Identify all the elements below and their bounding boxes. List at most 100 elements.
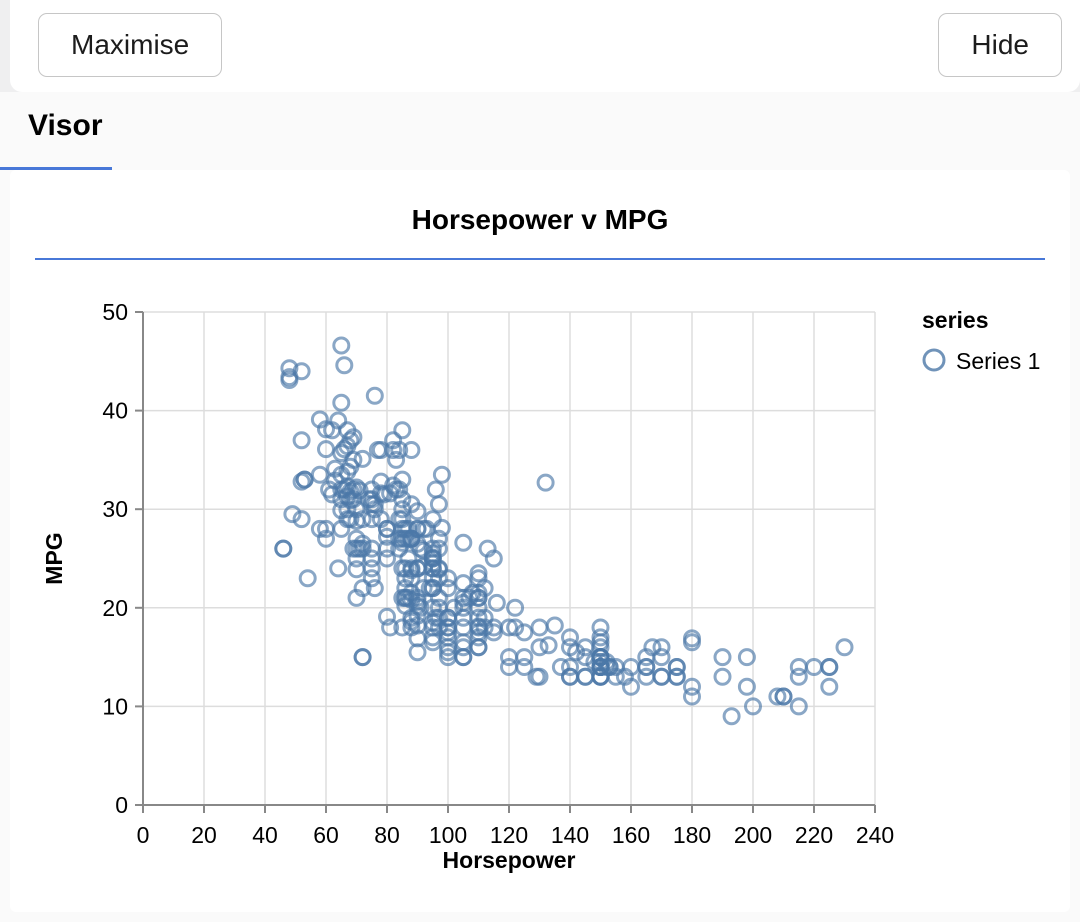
chart-card: Horsepower v MPG 0 20 40 60 80 100 120 140 160 18… [10,170,1070,912]
y-axis-title: MPG [41,532,67,584]
data-point [506,618,525,637]
data-point [820,658,839,676]
data-point [429,495,448,514]
x-tick-label: 100 [429,822,467,848]
data-point [536,473,555,492]
data-point [515,623,534,642]
data-point [768,687,787,706]
data-point [429,588,448,607]
data-point [683,633,701,652]
data-point [393,421,412,440]
data-point [439,579,457,598]
data-point [298,569,317,588]
x-tick-label: 120 [490,822,528,848]
data-point [484,623,503,642]
data-point [335,356,354,375]
data-point [423,633,442,652]
data-point [789,697,808,716]
data-point [835,638,854,657]
data-point [789,667,808,686]
data-point [353,648,372,667]
data-point [408,643,427,662]
data-point [652,667,671,686]
data-point [652,638,671,657]
data-point [722,707,741,726]
data-point [408,606,427,625]
data-point [292,431,311,450]
data-point [344,428,363,447]
data-point [365,579,384,598]
data-point [332,336,351,355]
data-point [371,441,390,459]
data-point [362,569,381,588]
data-point [744,697,762,716]
data-point [820,677,839,696]
data-point [737,677,756,696]
data-point [295,470,314,489]
data-point [539,636,558,655]
data-point [402,441,421,459]
data-point [317,529,335,548]
data-point [475,608,494,627]
data-point [292,362,311,381]
data-point [683,677,701,696]
data-point [414,579,433,598]
data-point [429,560,448,579]
chart-title: Horsepower v MPG [411,204,669,235]
data-point [469,638,488,657]
data-point [530,638,549,657]
hide-button[interactable]: Hide [938,13,1062,77]
data-point [439,569,457,588]
data-point [622,677,640,696]
data-point [545,616,564,635]
data-point [387,450,406,469]
data-point [408,502,427,521]
data-point [652,648,671,667]
data-point [378,549,396,568]
visor-surface: Horsepower v MPG 0 20 40 60 80 100 120 140 160 18… [0,170,1080,922]
tab-visor-label: Visor [28,109,103,142]
y-tick-label: 50 [102,299,128,325]
data-point [429,569,448,588]
data-point [667,658,686,676]
data-point [506,598,525,617]
tab-visor[interactable]: Visor [10,92,121,170]
scatter-plot: 0 20 40 60 80 100 120 140 160 180 200 220 240 0 10 20 30… [41,299,1040,873]
x-tick-label: 60 [313,822,339,848]
data-point [426,480,445,499]
data-point [774,687,793,706]
data-point [365,386,384,405]
x-tick-label: 220 [795,822,833,848]
data-point [329,411,348,430]
data-point [353,539,372,558]
data-point [393,490,412,509]
data-point [283,505,302,524]
data-point [378,607,396,626]
data-point [411,598,430,617]
data-point [637,667,656,686]
x-tick-label: 160 [612,822,650,848]
data-point [683,687,701,706]
visor-toolbar: Maximise Hide [10,0,1080,92]
x-tick-label: 200 [734,822,772,848]
data-point [429,529,448,548]
active-tab-indicator [0,167,112,170]
data-point [353,579,372,598]
data-point [274,539,293,558]
legend-marker-icon [922,348,946,372]
legend-title: series [922,307,989,333]
data-point [353,449,372,468]
data-point [310,465,329,484]
y-tick-label: 10 [102,693,128,719]
data-point [378,539,396,558]
data-point [530,618,549,637]
maximise-button[interactable]: Maximise [38,13,223,77]
data-point [530,667,549,686]
data-point [487,593,506,612]
data-point [475,579,494,598]
x-tick-label: 40 [252,822,278,848]
data-point [637,658,656,676]
data-point [515,658,534,676]
data-point [329,559,348,578]
data-point [454,533,473,552]
